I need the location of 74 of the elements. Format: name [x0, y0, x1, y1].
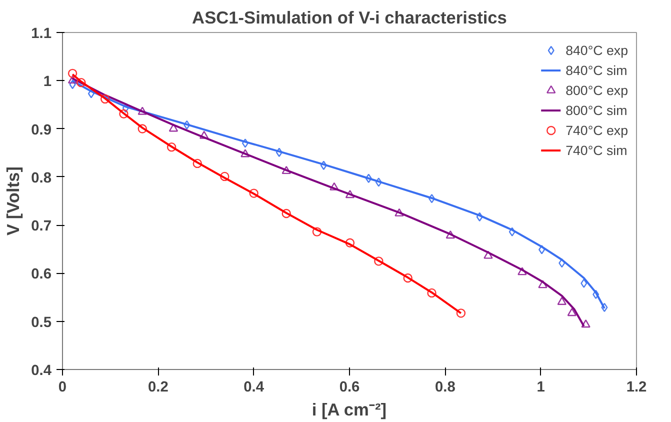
point: [166, 142, 176, 152]
point: [192, 158, 202, 168]
point: [456, 308, 466, 318]
point: [68, 68, 78, 78]
point: [394, 208, 404, 216]
point: [69, 80, 76, 90]
x-tick-label: 0.8: [434, 380, 456, 396]
point: [580, 278, 588, 288]
point: [122, 103, 129, 113]
point: [138, 124, 147, 134]
x-tick-label: 1.2: [626, 380, 647, 396]
point: [330, 182, 339, 190]
legend-label: 840°C exp: [566, 42, 628, 58]
point: [199, 130, 209, 139]
point: [374, 256, 384, 266]
point: [249, 188, 258, 198]
legend-label: 740°C exp: [566, 122, 628, 138]
point: [168, 124, 178, 132]
point: [240, 149, 250, 158]
point: [68, 75, 78, 84]
x-axis-title: i [A cm⁻²]: [312, 400, 387, 420]
y-axis-title: V [Volts]: [3, 166, 24, 236]
y-tick-label: 0.9: [31, 122, 52, 138]
chart-title: ASC1-Simulation of V-i characteristics: [192, 8, 507, 28]
x-tick-label: 0: [58, 380, 67, 396]
point: [320, 160, 327, 170]
point: [100, 94, 110, 104]
point: [427, 288, 436, 298]
point: [220, 172, 230, 182]
point: [558, 258, 566, 268]
point: [365, 174, 372, 183]
point: [581, 320, 590, 328]
point: [518, 267, 527, 276]
y-tick-label: 1: [43, 74, 52, 90]
legend-label: 740°C sim: [566, 142, 628, 158]
legend-label: 800°C exp: [566, 82, 628, 98]
point: [601, 302, 608, 312]
legend-label: 800°C sim: [566, 102, 628, 118]
point: [484, 250, 493, 259]
point: [88, 89, 94, 98]
x-tick-label: 1: [536, 380, 545, 396]
point: [592, 290, 600, 299]
point: [508, 227, 516, 236]
point: [375, 178, 382, 187]
line-series: [72, 73, 462, 314]
x-tick-label: 0.6: [339, 380, 360, 396]
point: [345, 238, 355, 248]
y-tick-label: 0.6: [31, 266, 52, 283]
point: [403, 273, 412, 283]
point: [446, 230, 456, 239]
point: [345, 190, 355, 198]
x-tick-label: 0.4: [244, 380, 265, 396]
point: [119, 109, 128, 118]
point: [557, 296, 566, 306]
y-tick-label: 0.8: [31, 170, 52, 186]
y-tick-label: 1.1: [31, 26, 52, 42]
y-tick-label: 0.4: [31, 363, 52, 379]
point: [276, 148, 282, 157]
point: [538, 245, 546, 254]
point: [282, 208, 291, 218]
point: [184, 120, 190, 130]
legend-label: 840°C sim: [566, 62, 628, 78]
point: [567, 308, 577, 316]
point: [428, 194, 436, 204]
point: [312, 227, 322, 236]
point: [538, 280, 548, 288]
y-tick-label: 0.7: [31, 218, 52, 235]
point: [282, 166, 291, 174]
point: [476, 212, 483, 222]
point: [242, 138, 248, 148]
y-tick-label: 0.5: [31, 314, 52, 331]
point: [76, 78, 86, 88]
x-tick-label: 0.2: [148, 380, 168, 396]
point: [138, 106, 147, 115]
